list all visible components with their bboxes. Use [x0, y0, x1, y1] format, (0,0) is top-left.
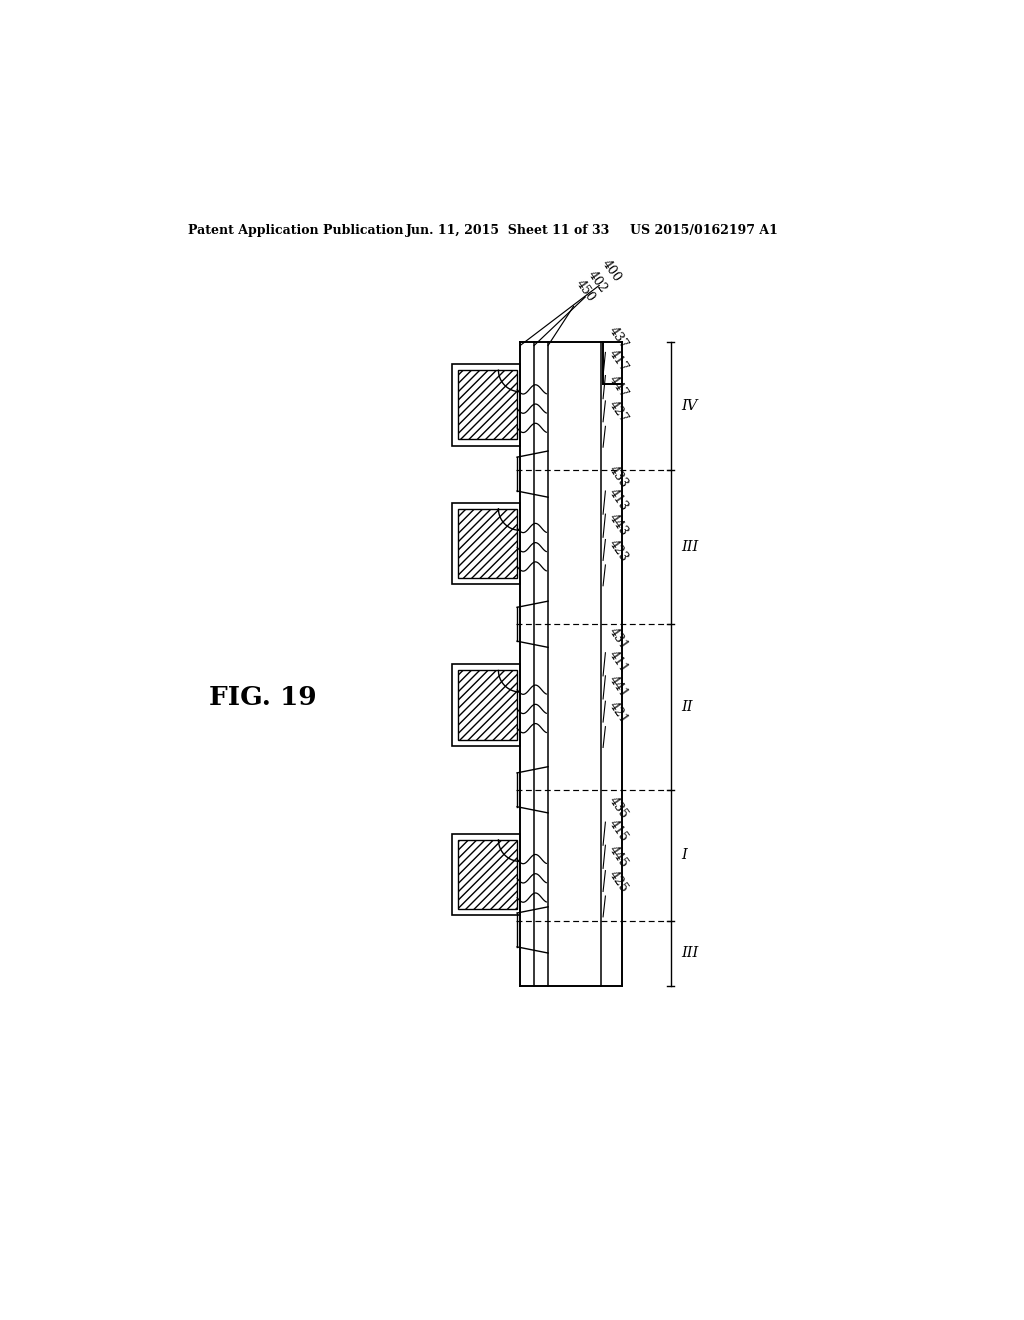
Text: III: III: [681, 946, 698, 961]
Text: 411: 411: [606, 648, 631, 675]
Text: 402: 402: [586, 268, 609, 296]
Bar: [452, 503, 520, 585]
Text: I: I: [681, 849, 687, 862]
Text: IV: IV: [681, 399, 697, 413]
Bar: [458, 840, 517, 909]
Text: 425: 425: [606, 869, 631, 895]
Text: 435: 435: [606, 795, 631, 821]
Bar: [458, 508, 517, 578]
Text: 443: 443: [606, 512, 631, 539]
Text: Patent Application Publication: Patent Application Publication: [188, 224, 403, 238]
Text: 427: 427: [606, 399, 631, 425]
Text: 431: 431: [606, 624, 631, 652]
Bar: [452, 364, 520, 446]
Text: 437: 437: [606, 325, 631, 351]
Bar: [452, 834, 520, 915]
Text: III: III: [681, 540, 698, 554]
Text: 447: 447: [606, 374, 631, 400]
Bar: [458, 671, 517, 739]
Bar: [458, 370, 517, 440]
Bar: [452, 664, 520, 746]
Text: US 2015/0162197 A1: US 2015/0162197 A1: [630, 224, 778, 238]
Text: 445: 445: [606, 843, 631, 870]
Text: 413: 413: [606, 486, 631, 513]
Text: FIG. 19: FIG. 19: [209, 685, 317, 710]
Text: 423: 423: [606, 537, 631, 564]
Text: 400: 400: [599, 257, 624, 284]
Text: 415: 415: [606, 817, 631, 845]
Text: II: II: [681, 700, 693, 714]
Text: Jun. 11, 2015  Sheet 11 of 33: Jun. 11, 2015 Sheet 11 of 33: [406, 224, 609, 238]
Text: 417: 417: [606, 347, 631, 375]
Text: 421: 421: [606, 698, 631, 726]
Text: 441: 441: [606, 673, 631, 701]
Text: 433: 433: [606, 463, 631, 490]
Text: 450: 450: [573, 277, 598, 305]
